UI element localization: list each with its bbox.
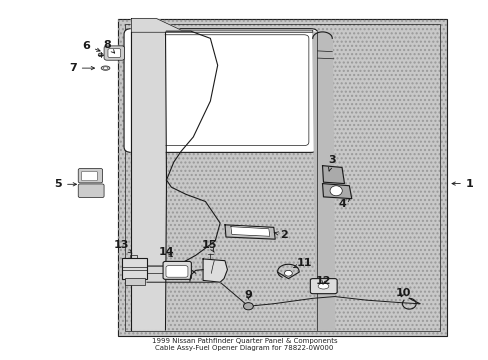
Circle shape (98, 53, 103, 57)
Ellipse shape (103, 67, 108, 69)
Circle shape (284, 270, 292, 276)
Polygon shape (322, 184, 351, 199)
FancyBboxPatch shape (165, 266, 187, 277)
FancyBboxPatch shape (104, 46, 124, 60)
Text: 3: 3 (328, 155, 335, 171)
FancyBboxPatch shape (310, 279, 336, 294)
FancyBboxPatch shape (124, 29, 318, 152)
Text: 1999 Nissan Pathfinder Quarter Panel & Components
Cable Assy-Fuel Opener Diagram: 1999 Nissan Pathfinder Quarter Panel & C… (151, 338, 337, 351)
Circle shape (243, 303, 253, 310)
Text: 2: 2 (274, 230, 287, 239)
FancyBboxPatch shape (122, 258, 147, 279)
Text: 6: 6 (82, 41, 100, 51)
FancyBboxPatch shape (78, 184, 104, 198)
Ellipse shape (329, 186, 342, 196)
Polygon shape (131, 19, 312, 32)
Polygon shape (312, 32, 334, 330)
Bar (118, 19, 446, 336)
Text: 11: 11 (293, 258, 311, 268)
Polygon shape (224, 225, 275, 239)
Text: 15: 15 (201, 239, 217, 252)
Text: 9: 9 (244, 291, 252, 301)
Text: 1: 1 (451, 179, 473, 189)
FancyBboxPatch shape (125, 278, 144, 285)
Text: 13: 13 (114, 240, 132, 253)
Bar (125, 24, 439, 330)
FancyBboxPatch shape (133, 35, 308, 145)
FancyBboxPatch shape (81, 171, 97, 181)
Text: 4: 4 (337, 198, 349, 209)
Polygon shape (131, 32, 166, 330)
FancyBboxPatch shape (78, 168, 102, 183)
Text: 10: 10 (394, 288, 410, 298)
Text: 5: 5 (54, 179, 76, 189)
Polygon shape (203, 259, 227, 282)
Polygon shape (230, 226, 269, 236)
Text: 8: 8 (103, 40, 114, 53)
Text: 14: 14 (158, 247, 174, 257)
Bar (118, 19, 446, 336)
FancyBboxPatch shape (163, 261, 191, 279)
Ellipse shape (318, 283, 328, 289)
Ellipse shape (101, 66, 110, 70)
FancyBboxPatch shape (108, 49, 121, 57)
Text: 7: 7 (69, 63, 94, 73)
Polygon shape (322, 166, 344, 184)
Text: 12: 12 (315, 276, 330, 286)
